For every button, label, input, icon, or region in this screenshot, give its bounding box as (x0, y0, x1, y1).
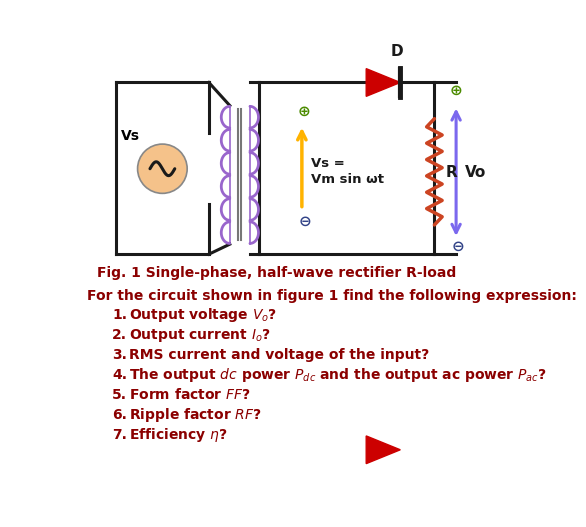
Text: Form factor $\it{FF}$?: Form factor $\it{FF}$? (129, 387, 251, 402)
Text: 5.: 5. (112, 388, 127, 402)
Text: Efficiency $\eta$?: Efficiency $\eta$? (129, 426, 228, 444)
Circle shape (138, 144, 187, 193)
Text: Vs =: Vs = (311, 157, 345, 170)
Polygon shape (366, 69, 400, 96)
Text: Vs: Vs (121, 129, 140, 143)
Text: RMS current and voltage of the input?: RMS current and voltage of the input? (129, 348, 430, 362)
Text: ⊖: ⊖ (451, 239, 464, 254)
Text: Vm sin ωt: Vm sin ωt (311, 172, 384, 186)
Text: 2.: 2. (112, 328, 127, 342)
Text: The output $\it{dc}$ power $P_{dc}$ and the output ac power $P_{ac}$?: The output $\it{dc}$ power $P_{dc}$ and … (129, 366, 547, 384)
Text: Fig. 1 Single-phase, half-wave rectifier R-load: Fig. 1 Single-phase, half-wave rectifier… (97, 266, 456, 280)
Text: Vo: Vo (465, 165, 486, 180)
Text: Output current $I_o$?: Output current $I_o$? (129, 327, 271, 344)
Text: Output voltage $V_o$?: Output voltage $V_o$? (129, 306, 277, 324)
Text: 1.: 1. (112, 308, 127, 322)
Text: 3.: 3. (112, 348, 127, 362)
Text: Ripple factor $\it{RF}$?: Ripple factor $\it{RF}$? (129, 406, 262, 424)
Text: ⊕: ⊕ (450, 83, 463, 98)
Polygon shape (366, 436, 400, 464)
Text: 4.: 4. (112, 368, 127, 382)
Text: 6.: 6. (112, 408, 127, 422)
Text: For the circuit shown in figure 1 find the following expression:: For the circuit shown in figure 1 find t… (87, 289, 577, 304)
Text: ⊖: ⊖ (299, 214, 312, 229)
Text: ⊕: ⊕ (297, 104, 310, 119)
Text: D: D (391, 44, 404, 60)
Text: R: R (446, 165, 458, 180)
Text: 7.: 7. (112, 428, 127, 442)
